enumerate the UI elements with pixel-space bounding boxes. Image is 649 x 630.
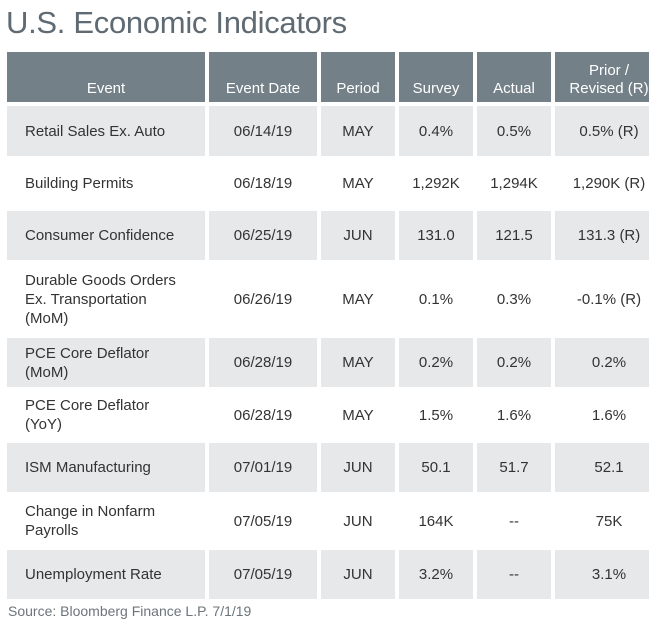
cell-survey: 50.1	[399, 443, 473, 492]
cell-event-line: Consumer Confidence	[25, 227, 175, 244]
header-prior-revised: Prior / Revised (R)	[555, 52, 649, 102]
header-period: Period	[321, 52, 395, 102]
cell-survey: 1,292K	[399, 160, 473, 207]
cell-actual: 0.2%	[477, 338, 551, 387]
cell-event: Consumer Confidence	[7, 211, 205, 260]
source-note: Source: Bloomberg Finance L.P. 7/1/19	[8, 603, 252, 619]
table-row: Change in Nonfarm Payrolls 07/05/19 JUN 164K…	[7, 496, 649, 546]
cell-event-date: 06/25/19	[209, 211, 317, 260]
cell-survey: 164K	[399, 496, 473, 546]
table-header-row: Event Event Date Period Survey Actual Pr…	[7, 52, 649, 102]
cell-event-line: Unemployment Rate	[25, 566, 162, 583]
table-row: PCE Core Deflator (MoM) 06/28/19 MAY 0.2% 0.2…	[7, 338, 649, 387]
cell-event-line: (MoM)	[25, 309, 69, 327]
table-body: Retail Sales Ex. Auto 06/14/19 MAY 0.4% 0.5%…	[7, 106, 649, 599]
cell-period: MAY	[321, 338, 395, 387]
cell-survey: 0.1%	[399, 264, 473, 334]
cell-event: Retail Sales Ex. Auto	[7, 106, 205, 156]
page-title: U.S. Economic Indicators	[6, 5, 347, 40]
cell-actual: 0.3%	[477, 264, 551, 334]
cell-period: JUN	[321, 443, 395, 492]
cell-period: JUN	[321, 211, 395, 260]
table-row: Consumer Confidence 06/25/19 JUN 131.0 121.5…	[7, 211, 649, 260]
cell-event-date: 06/28/19	[209, 338, 317, 387]
table-row: Durable Goods Orders Ex. Transportation (M…	[7, 264, 649, 334]
table-row: Unemployment Rate 07/05/19 JUN 3.2% -- 3.1%	[7, 550, 649, 599]
header-actual: Actual	[477, 52, 551, 102]
cell-event-date: 06/18/19	[209, 160, 317, 207]
cell-actual: 121.5	[477, 211, 551, 260]
cell-event: Unemployment Rate	[7, 550, 205, 599]
header-survey: Survey	[399, 52, 473, 102]
cell-actual: 1.6%	[477, 391, 551, 439]
cell-period: MAY	[321, 106, 395, 156]
cell-actual: 51.7	[477, 443, 551, 492]
cell-event-line: Durable Goods Orders	[25, 271, 176, 289]
cell-prior-revised: 75K	[555, 496, 649, 546]
cell-event: ISM Manufacturing	[7, 443, 205, 492]
cell-actual: 1,294K	[477, 160, 551, 207]
header-event-date: Event Date	[209, 52, 317, 102]
cell-actual: 0.5%	[477, 106, 551, 156]
cell-event-date: 06/26/19	[209, 264, 317, 334]
cell-event: Durable Goods Orders Ex. Transportation (M…	[7, 264, 205, 334]
cell-actual: --	[477, 550, 551, 599]
cell-event: PCE Core Deflator (MoM)	[7, 338, 205, 387]
table-row: Retail Sales Ex. Auto 06/14/19 MAY 0.4% 0.5%…	[7, 106, 649, 156]
cell-prior-revised: 0.5% (R)	[555, 106, 649, 156]
indicators-table: Event Event Date Period Survey Actual Pr…	[3, 48, 649, 603]
cell-survey: 3.2%	[399, 550, 473, 599]
cell-period: JUN	[321, 496, 395, 546]
cell-prior-revised: 1.6%	[555, 391, 649, 439]
cell-survey: 0.4%	[399, 106, 473, 156]
cell-event-line: (YoY)	[25, 416, 62, 433]
header-prior-line2: Revised (R)	[569, 80, 649, 97]
cell-period: MAY	[321, 391, 395, 439]
cell-event-date: 07/05/19	[209, 496, 317, 546]
cell-period: JUN	[321, 550, 395, 599]
table-row: ISM Manufacturing 07/01/19 JUN 50.1 51.7 52.1	[7, 443, 649, 492]
cell-event: PCE Core Deflator (YoY)	[7, 391, 205, 439]
table-row: Building Permits 06/18/19 MAY 1,292K 1,294K 1…	[7, 160, 649, 207]
cell-event-date: 07/05/19	[209, 550, 317, 599]
header-prior-line1: Prior /	[588, 62, 629, 79]
cell-prior-revised: -0.1% (R)	[555, 264, 649, 334]
cell-period: MAY	[321, 264, 395, 334]
cell-survey: 131.0	[399, 211, 473, 260]
cell-prior-revised: 0.2%	[555, 338, 649, 387]
cell-survey: 1.5%	[399, 391, 473, 439]
cell-event-line: Retail Sales Ex. Auto	[25, 122, 166, 140]
cell-actual: --	[477, 496, 551, 546]
header-event: Event	[7, 52, 205, 102]
cell-event-date: 06/28/19	[209, 391, 317, 439]
cell-event-date: 06/14/19	[209, 106, 317, 156]
cell-event-line: (MoM)	[25, 363, 69, 381]
cell-event-line: PCE Core Deflator	[25, 397, 150, 414]
cell-event-line: PCE Core Deflator	[25, 344, 150, 362]
cell-survey: 0.2%	[399, 338, 473, 387]
cell-prior-revised: 3.1%	[555, 550, 649, 599]
cell-event-line: Ex. Transportation	[25, 290, 147, 308]
cell-period: MAY	[321, 160, 395, 207]
cell-event-date: 07/01/19	[209, 443, 317, 492]
cell-event: Building Permits	[7, 160, 205, 207]
table-row: PCE Core Deflator (YoY) 06/28/19 MAY 1.5% 1.6…	[7, 391, 649, 439]
cell-event-line: Building Permits	[25, 175, 134, 192]
cell-event-line: Payrolls	[25, 522, 79, 539]
cell-prior-revised: 131.3 (R)	[555, 211, 649, 260]
cell-prior-revised: 52.1	[555, 443, 649, 492]
cell-event: Change in Nonfarm Payrolls	[7, 496, 205, 546]
cell-event-line: Change in Nonfarm	[25, 503, 156, 520]
cell-event-line: ISM Manufacturing	[25, 459, 151, 476]
cell-prior-revised: 1,290K (R)	[555, 160, 649, 207]
